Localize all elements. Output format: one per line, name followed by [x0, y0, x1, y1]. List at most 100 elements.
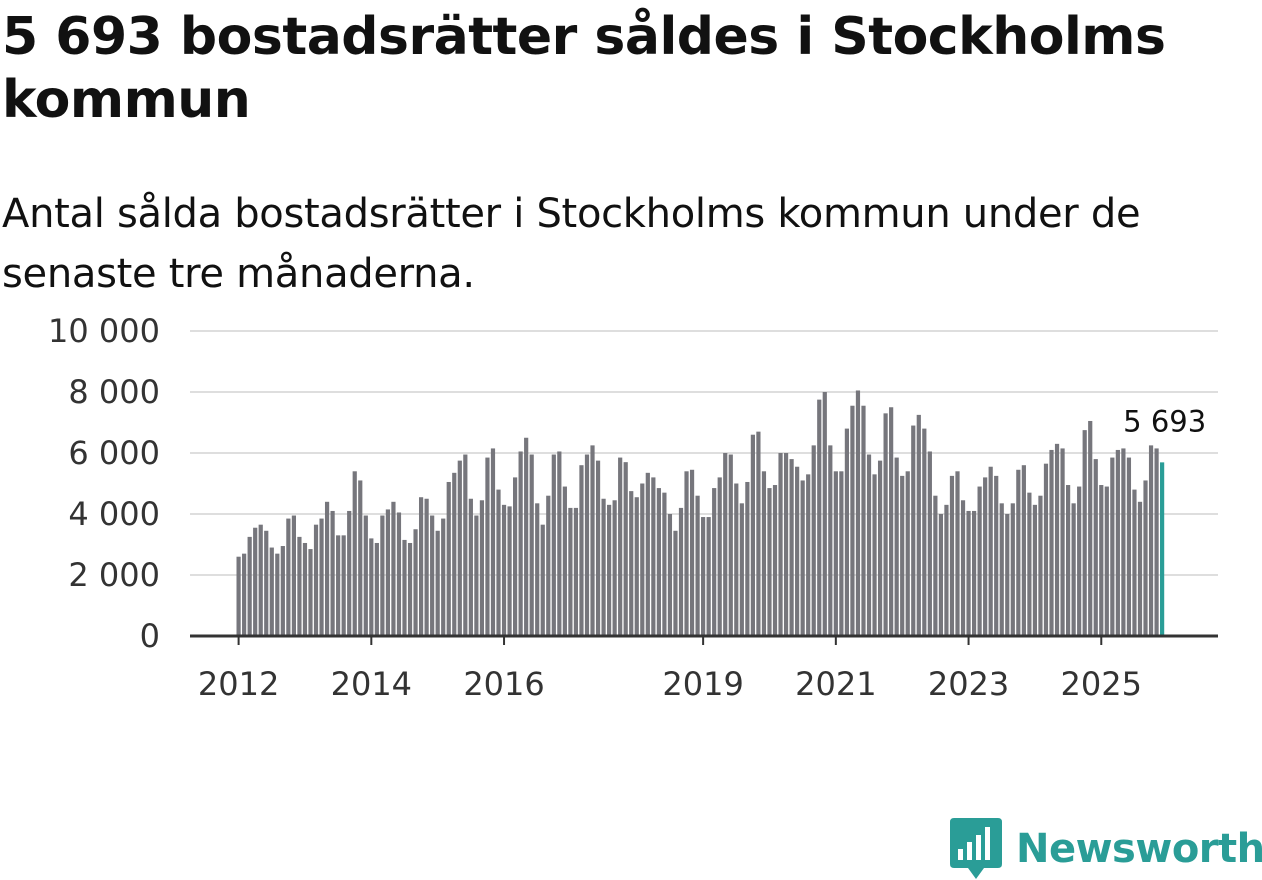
bar	[833, 471, 838, 636]
y-tick-label: 2 000	[68, 556, 160, 594]
bar	[352, 471, 357, 636]
bar	[900, 475, 905, 636]
bar	[501, 504, 507, 636]
bar	[640, 483, 645, 636]
bar	[1021, 465, 1026, 636]
bar	[911, 425, 916, 636]
bar	[313, 524, 319, 636]
bar	[745, 481, 750, 636]
x-tick-label: 2012	[198, 665, 279, 703]
bar	[253, 527, 258, 636]
bar	[551, 454, 556, 636]
newsworthy-logo[interactable]: Newsworthy	[950, 818, 1262, 880]
bar	[258, 524, 263, 636]
bar	[894, 457, 899, 636]
x-tick-label: 2014	[331, 665, 412, 703]
bar	[994, 475, 999, 636]
bar	[1032, 504, 1038, 636]
bar	[269, 547, 274, 636]
bar	[1121, 448, 1126, 636]
bar	[673, 530, 678, 636]
bar	[966, 510, 971, 636]
bar	[734, 483, 739, 636]
bar	[1115, 449, 1120, 636]
bar	[513, 477, 518, 636]
bar	[595, 460, 601, 636]
bar	[855, 390, 861, 636]
bar	[324, 501, 330, 636]
bar	[302, 542, 308, 636]
bar	[684, 471, 689, 636]
bar	[756, 431, 761, 636]
bar	[656, 488, 661, 636]
bar	[1104, 486, 1109, 636]
bar	[584, 454, 590, 636]
bar	[629, 491, 634, 636]
bar	[347, 510, 352, 636]
bar	[280, 546, 285, 636]
x-tick-label: 2023	[928, 665, 1009, 703]
bar	[955, 471, 960, 636]
bar	[761, 471, 767, 636]
bar	[297, 536, 302, 636]
bar	[330, 510, 335, 636]
bar	[938, 514, 944, 636]
bar	[291, 515, 296, 636]
bar	[612, 500, 617, 636]
bar	[435, 530, 440, 636]
bar	[496, 489, 501, 636]
bar	[949, 475, 955, 636]
bar	[844, 428, 849, 636]
annotations: 5 693	[1123, 404, 1206, 438]
bar	[369, 538, 374, 636]
bar	[507, 506, 512, 636]
bar	[1016, 469, 1021, 636]
x-axis-labels: 2012 2014 2016 2019 2021 2023 2025	[198, 665, 1142, 703]
bar	[861, 405, 866, 636]
bar	[905, 471, 910, 636]
bar	[535, 503, 540, 636]
bar	[562, 486, 567, 636]
bar	[380, 515, 385, 636]
bar	[772, 485, 778, 636]
bar	[1088, 420, 1093, 636]
bar	[607, 504, 612, 636]
bar	[573, 507, 579, 636]
bar	[407, 542, 413, 636]
bar	[695, 495, 700, 636]
bar	[264, 530, 269, 636]
bar	[971, 510, 977, 636]
bar	[783, 453, 789, 636]
bar	[723, 453, 728, 636]
bar	[286, 518, 291, 636]
bar	[1148, 445, 1154, 636]
bar	[883, 413, 888, 636]
bar	[524, 437, 529, 636]
x-axis	[190, 634, 1218, 645]
bar	[308, 549, 313, 636]
bar	[1143, 480, 1148, 636]
bar	[1093, 459, 1098, 636]
bar	[778, 453, 783, 636]
bar	[667, 514, 673, 636]
bar	[402, 539, 407, 636]
bar	[1077, 486, 1082, 636]
bar	[944, 504, 949, 636]
bar	[479, 500, 485, 636]
x-tick-label: 2021	[795, 665, 876, 703]
bar	[739, 503, 744, 636]
bar	[457, 460, 462, 636]
brand-name: Newsworthy	[1016, 826, 1262, 872]
latest-value-label: 5 693	[1123, 404, 1206, 438]
bar	[877, 460, 883, 636]
bar	[922, 428, 927, 636]
bar	[247, 536, 252, 636]
bar	[275, 553, 280, 636]
bar	[1154, 448, 1159, 636]
bar	[712, 488, 717, 636]
bar	[336, 535, 341, 636]
bar	[1132, 489, 1137, 636]
bar	[579, 465, 584, 636]
bar	[590, 445, 595, 636]
bar	[811, 445, 816, 636]
